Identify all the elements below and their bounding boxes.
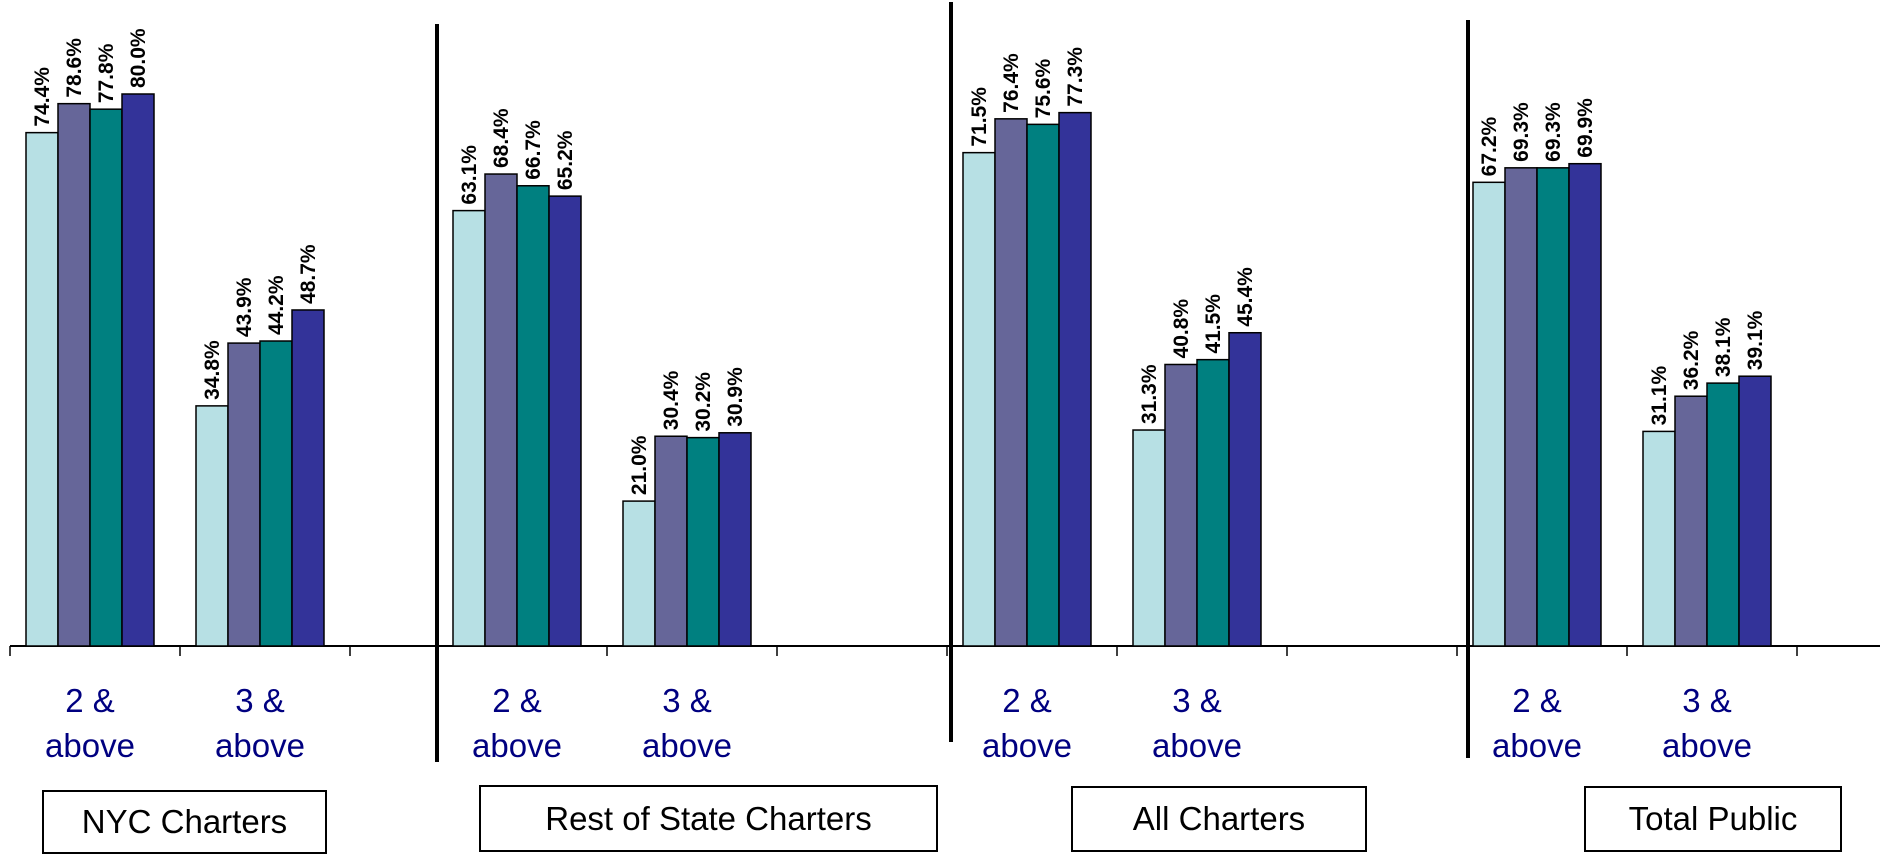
- bar-value-label: 65.2%: [554, 130, 577, 190]
- bar: [516, 185, 550, 647]
- bar: [1228, 331, 1262, 647]
- bar-value-label: 30.2%: [692, 372, 715, 432]
- bar-value-label: 69.3%: [1510, 102, 1533, 162]
- bar-value-label: 31.1%: [1648, 366, 1671, 426]
- bar: [548, 195, 582, 647]
- bar-value-label: 48.7%: [297, 244, 320, 304]
- bar: [1706, 382, 1740, 647]
- category-label: 2 &: [1512, 682, 1562, 719]
- bar-value-label: 63.1%: [458, 145, 481, 205]
- bar: [686, 436, 720, 647]
- bar: [1058, 111, 1092, 647]
- bar-value-label: 78.6%: [63, 38, 86, 98]
- bar: [1504, 167, 1538, 647]
- category-label: above: [1662, 727, 1752, 764]
- bar: [1026, 123, 1060, 647]
- bar: [57, 102, 91, 647]
- bar: [259, 340, 293, 647]
- category-label: 3 &: [662, 682, 712, 719]
- bar: [962, 151, 996, 647]
- bar: [25, 131, 59, 647]
- bar-value-label: 41.5%: [1202, 294, 1225, 354]
- bar: [994, 118, 1028, 647]
- bar: [1738, 375, 1772, 647]
- bar: [1164, 363, 1198, 647]
- bar-value-label: 30.4%: [660, 370, 683, 430]
- bar: [1472, 181, 1506, 647]
- group-title: Total Public: [1628, 800, 1798, 837]
- bar-value-label: 38.1%: [1712, 317, 1735, 377]
- bar-value-label: 40.8%: [1170, 299, 1193, 359]
- category-label: 3 &: [1682, 682, 1732, 719]
- bar-value-label: 74.4%: [31, 67, 54, 127]
- bar: [452, 209, 486, 647]
- bar-value-label: 76.4%: [1000, 53, 1023, 113]
- bar-value-label: 80.0%: [127, 28, 150, 88]
- bar-value-label: 39.1%: [1744, 310, 1767, 370]
- category-label: 2 &: [65, 682, 115, 719]
- bar: [718, 432, 752, 647]
- bar-value-label: 45.4%: [1234, 267, 1257, 327]
- bar-value-label: 36.2%: [1680, 330, 1703, 390]
- category-label: 2 &: [1002, 682, 1052, 719]
- bar: [1674, 395, 1708, 647]
- bar: [291, 309, 325, 647]
- bar: [1642, 430, 1676, 647]
- bar-value-label: 71.5%: [968, 87, 991, 147]
- bar: [654, 435, 688, 647]
- bar: [89, 108, 123, 647]
- bar-value-label: 68.4%: [490, 108, 513, 168]
- bar: [1536, 167, 1570, 647]
- bar: [121, 93, 155, 647]
- category-label: above: [45, 727, 135, 764]
- bar: [227, 342, 261, 647]
- category-label: above: [1152, 727, 1242, 764]
- bar-value-label: 77.8%: [95, 43, 118, 103]
- bar-value-label: 75.6%: [1032, 58, 1055, 118]
- category-label: above: [1492, 727, 1582, 764]
- bar-value-label: 69.3%: [1542, 102, 1565, 162]
- bar-value-label: 43.9%: [233, 277, 256, 337]
- group-title-box: Rest of State Charters: [479, 785, 938, 852]
- bar-value-label: 21.0%: [628, 435, 651, 495]
- bar-value-label: 44.2%: [265, 275, 288, 335]
- bar-value-label: 31.3%: [1138, 364, 1161, 424]
- category-label: 3 &: [1172, 682, 1222, 719]
- bar-value-label: 67.2%: [1478, 116, 1501, 176]
- group-title: Rest of State Charters: [545, 799, 872, 837]
- bar-value-label: 34.8%: [201, 340, 224, 400]
- bar: [1568, 162, 1602, 647]
- bar: [622, 500, 656, 647]
- bar: [1196, 358, 1230, 647]
- category-label: 2 &: [492, 682, 542, 719]
- category-label: 3 &: [235, 682, 285, 719]
- bar: [195, 405, 229, 647]
- category-label: above: [215, 727, 305, 764]
- bar-value-label: 77.3%: [1064, 47, 1087, 107]
- group-title-box: NYC Charters: [42, 790, 327, 854]
- category-label: above: [982, 727, 1072, 764]
- group-title: All Charters: [1132, 800, 1306, 837]
- bar: [1132, 429, 1166, 647]
- bar-value-label: 69.9%: [1574, 98, 1597, 158]
- category-label: above: [472, 727, 562, 764]
- group-title-box: All Charters: [1071, 786, 1367, 852]
- group-title: NYC Charters: [81, 803, 288, 840]
- bar-value-label: 30.9%: [724, 367, 747, 427]
- group-title-box: Total Public: [1584, 786, 1842, 852]
- bar: [484, 173, 518, 647]
- bar-value-label: 66.7%: [522, 120, 545, 180]
- category-label: above: [642, 727, 732, 764]
